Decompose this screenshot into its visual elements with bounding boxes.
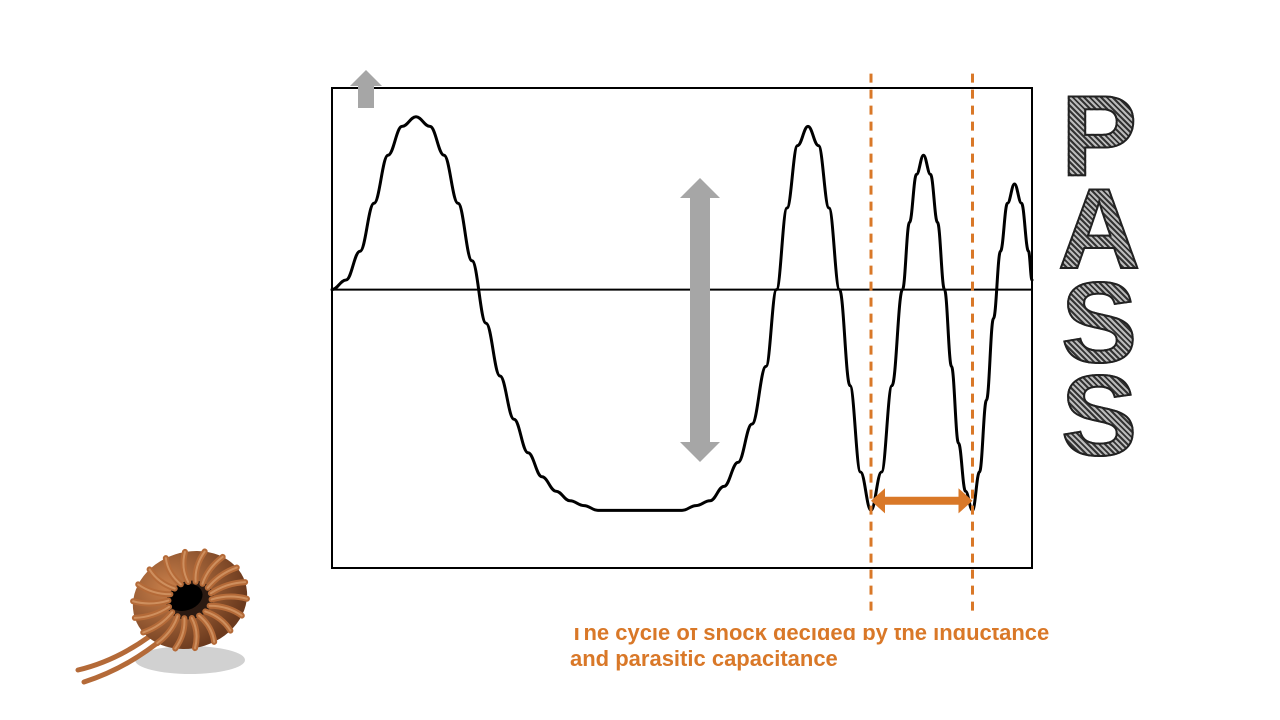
- label-cycle-line2: and parasitic capacitance: [570, 646, 838, 671]
- arrow-attenuation-range-icon: [660, 158, 740, 482]
- toroidal-coil-icon: [70, 510, 270, 695]
- diagram-container: { "canvas": { "width": 1280, "height": 7…: [0, 0, 1280, 720]
- pass-badge: PASS: [1058, 90, 1138, 464]
- arrow-pulse-voltage-up-icon: [336, 60, 396, 140]
